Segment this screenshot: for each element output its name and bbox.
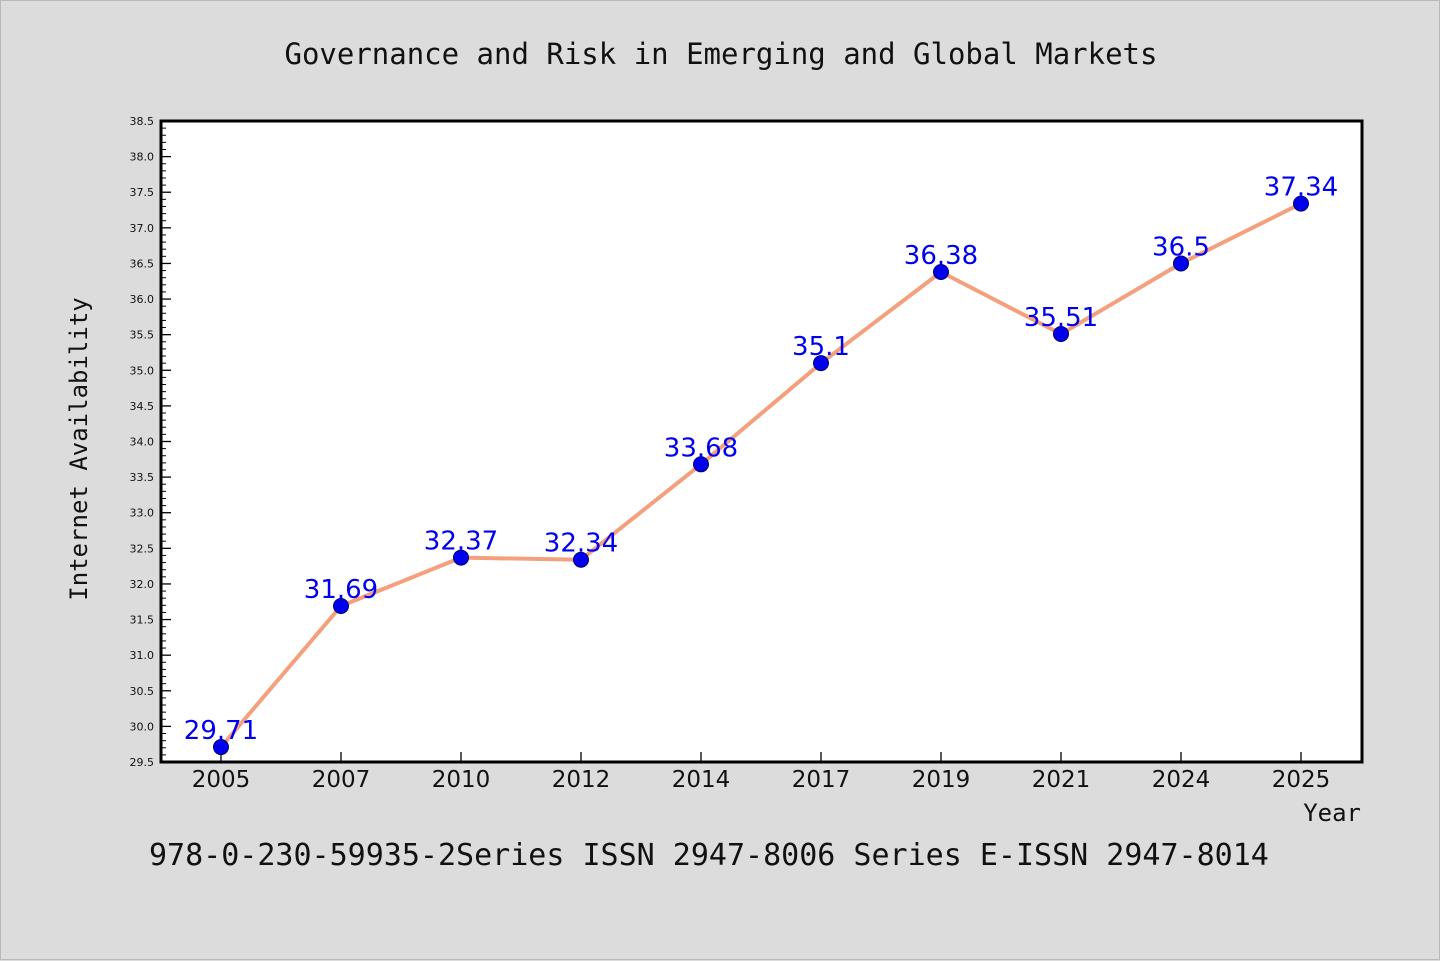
y-tick-label: 37.0 [130,222,155,235]
data-label: 36.5 [1152,232,1210,262]
y-tick-label: 35.0 [130,364,155,377]
x-tick-label: 2007 [312,767,371,793]
data-label: 35.1 [792,332,850,362]
x-tick-label: 2017 [792,767,851,793]
data-point [1053,325,1069,342]
data-point [1293,195,1309,212]
data-point [933,263,949,280]
y-tick-label: 33.0 [130,507,155,520]
data-point [813,355,829,372]
x-axis: 2005 2007 2010 2012 2014 2017 2019 2021 2024 2025 [192,752,1331,793]
y-tick-label: 36.0 [130,293,155,306]
x-tick-label: 2025 [1272,767,1331,793]
x-tick-label: 2014 [672,767,731,793]
y-tick-label: 34.0 [130,436,155,449]
x-tick-label: 2024 [1152,767,1211,793]
x-tick-label: 2005 [192,767,251,793]
x-tick-label: 2019 [912,767,971,793]
y-tick-label: 34.5 [130,400,155,413]
y-tick-label: 31.5 [130,614,155,627]
plot-frame [159,119,1364,764]
x-tick-label: 2010 [432,767,491,793]
y-tick-label: 36.5 [130,257,155,270]
series-line [219,201,1303,749]
x-tick-label: 2021 [1032,767,1091,793]
y-tick-label: 30.5 [130,685,155,698]
y-tick-label: 37.5 [130,186,155,199]
y-tick-label: 30.0 [130,720,155,733]
y-tick-label: 38.0 [130,151,155,164]
data-label: 31.69 [304,575,378,605]
series-markers [213,195,1309,756]
x-axis-label: Year [1303,799,1361,827]
data-labels: 29.71 31.69 32.37 32.34 33.68 35.1 36.38 35.51 3… [184,173,1338,746]
data-point [1173,255,1189,272]
data-label: 36.38 [904,241,978,271]
x-tick-label: 2012 [552,767,611,793]
y-axis-label: Internet Availability [65,297,93,600]
footer-note: 978-0-230-59935-2Series ISSN 2947-8006 S… [149,838,1269,873]
y-tick-label: 31.0 [130,649,155,662]
data-label: 35.51 [1024,303,1098,333]
data-label: 32.34 [544,529,618,559]
data-label: 29.71 [184,716,258,746]
data-label: 32.37 [424,527,498,557]
data-label: 33.68 [664,433,738,463]
data-point [693,456,709,473]
chart-title: Governance and Risk in Emerging and Glob… [285,37,1158,71]
data-label: 37.34 [1264,173,1338,203]
y-tick-label: 35.5 [130,329,155,342]
y-tick-label: 29.5 [130,756,155,769]
y-tick-label: 33.5 [130,471,155,484]
data-point [453,549,469,566]
y-tick-label: 32.5 [130,542,155,555]
plot-area [161,121,1362,762]
data-point [333,598,349,615]
data-point [213,739,229,756]
y-tick-label: 38.5 [130,115,155,128]
data-point [573,551,589,568]
y-tick-label: 32.0 [130,578,155,591]
